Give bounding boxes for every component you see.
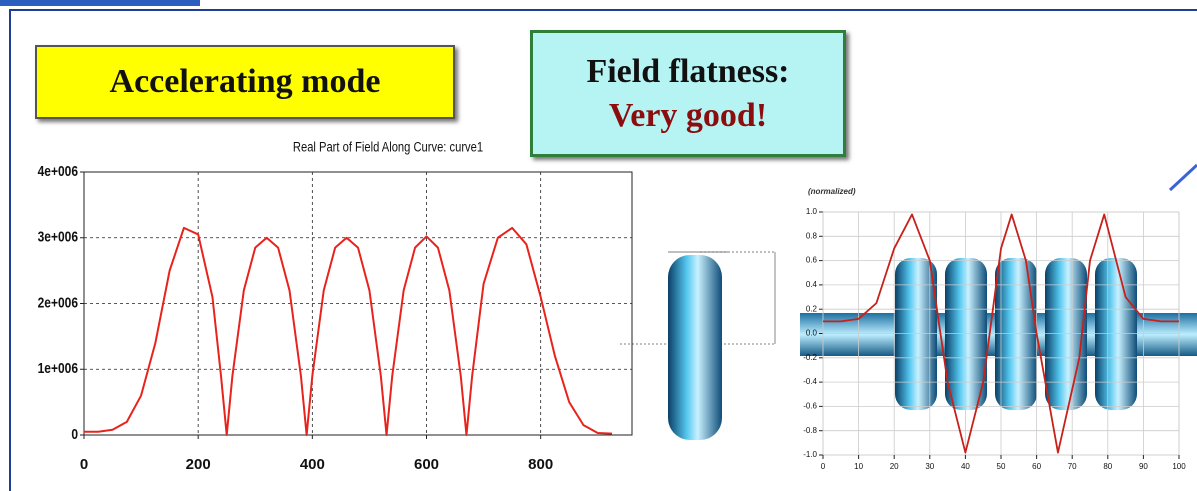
x-tick-label: 600 bbox=[414, 456, 439, 473]
single-cell-drawing bbox=[620, 252, 775, 440]
mode-text: Accelerating mode bbox=[110, 63, 381, 101]
y-tick-label: 2e+006 bbox=[38, 294, 79, 311]
y-tick-label: 0.0 bbox=[806, 329, 818, 338]
x-tick-label: 40 bbox=[961, 462, 970, 471]
x-tick-label: 200 bbox=[186, 456, 211, 473]
y-tick-label: 1.0 bbox=[806, 207, 818, 216]
y-tick-label: -0.8 bbox=[803, 426, 817, 435]
y-tick-label: 3e+006 bbox=[38, 228, 79, 245]
mode-label: Accelerating mode bbox=[35, 45, 455, 119]
plot-frame bbox=[84, 172, 632, 435]
y-tick-label: -1.0 bbox=[803, 450, 817, 459]
x-tick-label: 0 bbox=[821, 462, 826, 471]
x-tick-label: 20 bbox=[890, 462, 899, 471]
slide: 01e+0062e+0063e+0064e+0060200400600800Re… bbox=[0, 0, 1197, 491]
field-curve bbox=[84, 228, 612, 435]
y-tick-label: 4e+006 bbox=[38, 163, 79, 180]
y-tick-label: 1e+006 bbox=[38, 360, 79, 377]
y-tick-label: 0.2 bbox=[806, 304, 818, 313]
decor-stroke bbox=[1170, 165, 1197, 190]
x-tick-label: 50 bbox=[997, 462, 1006, 471]
x-tick-label: 80 bbox=[1103, 462, 1112, 471]
y-tick-label: 0.4 bbox=[806, 280, 818, 289]
x-tick-label: 10 bbox=[854, 462, 863, 471]
x-tick-label: 70 bbox=[1068, 462, 1077, 471]
y-tick-label: -0.6 bbox=[803, 402, 817, 411]
x-tick-label: 60 bbox=[1032, 462, 1041, 471]
y-tick-label: -0.4 bbox=[803, 377, 817, 386]
y-tick-label: 0.8 bbox=[806, 231, 818, 240]
flatness-title: Field flatness: bbox=[586, 50, 789, 94]
y-axis-label: (normalized) bbox=[808, 187, 856, 196]
y-tick-label: -0.2 bbox=[803, 353, 817, 362]
x-tick-label: 30 bbox=[925, 462, 934, 471]
slide-accent bbox=[0, 0, 200, 6]
x-tick-label: 0 bbox=[80, 456, 88, 473]
x-tick-label: 90 bbox=[1139, 462, 1148, 471]
chart-title: Real Part of Field Along Curve: curve1 bbox=[293, 140, 483, 155]
x-tick-label: 400 bbox=[300, 456, 325, 473]
x-tick-label: 100 bbox=[1172, 462, 1186, 471]
flatness-label: Field flatness: Very good! bbox=[530, 30, 846, 157]
x-tick-label: 800 bbox=[528, 456, 553, 473]
flatness-value: Very good! bbox=[609, 94, 767, 138]
y-tick-label: 0.6 bbox=[806, 256, 818, 265]
y-tick-label: 0 bbox=[71, 426, 78, 443]
